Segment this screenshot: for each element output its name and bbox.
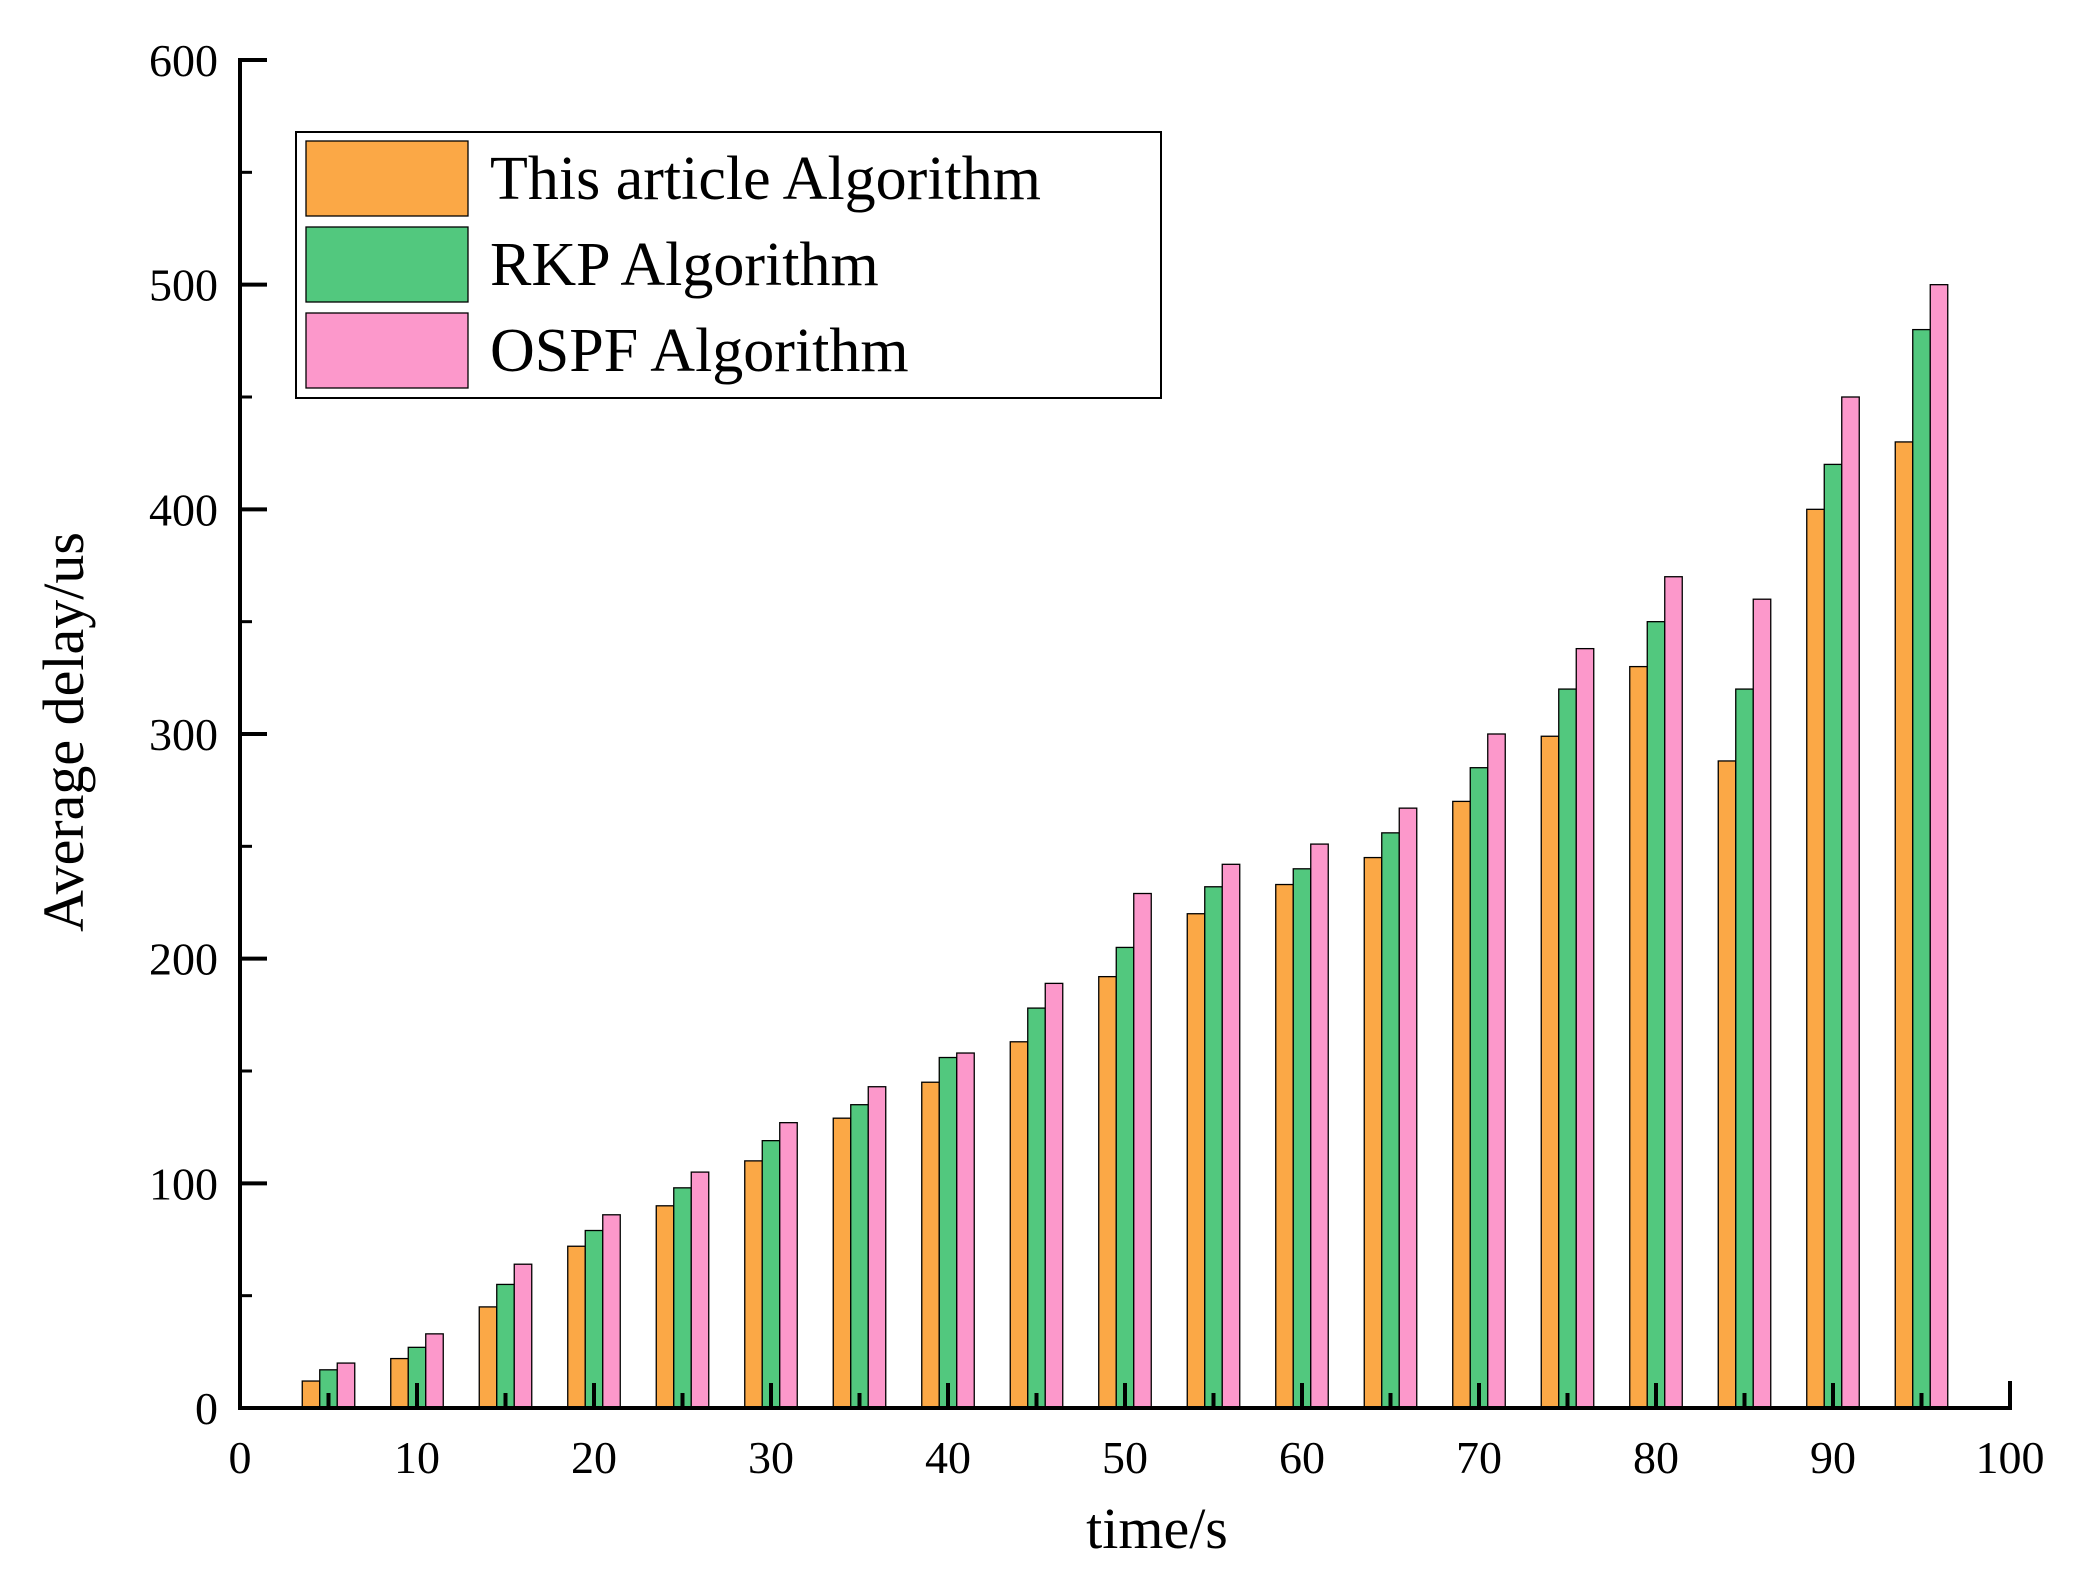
legend-label-series2: RKP Algorithm [490, 231, 879, 299]
legend: This article Algorithm RKP Algorithm OSPF … [295, 131, 1162, 399]
bar-series1-90 [1806, 508, 1825, 1409]
x-tick-label-20: 20 [571, 1432, 617, 1483]
bar-series2-70 [1469, 767, 1489, 1409]
x-tick-label-100: 100 [1976, 1432, 2045, 1483]
bar-series3-25 [690, 1171, 710, 1409]
bar-series2-45 [1027, 1007, 1046, 1409]
bar-series3-55 [1221, 863, 1241, 1409]
bar-series1-40 [921, 1081, 940, 1409]
bar-series1-45 [1009, 1041, 1029, 1409]
x-tick-label-10: 10 [394, 1432, 440, 1483]
bar-series1-95 [1894, 441, 1914, 1409]
bar-series1-80 [1629, 665, 1648, 1409]
bar-series3-5 [336, 1362, 356, 1409]
bar-series2-25 [673, 1187, 692, 1409]
legend-swatch-series2 [305, 226, 469, 303]
bar-series2-35 [850, 1104, 869, 1409]
bar-series2-15 [496, 1283, 515, 1409]
legend-swatch-series1 [305, 140, 469, 217]
bar-series3-95 [1929, 284, 1949, 1409]
bar-series3-20 [602, 1214, 621, 1409]
bar-series3-60 [1310, 843, 1329, 1409]
y-tick-label-400: 400 [149, 484, 218, 535]
bar-series1-20 [567, 1245, 586, 1409]
bar-series2-75 [1558, 688, 1577, 1409]
x-tick-label-70: 70 [1456, 1432, 1502, 1483]
bar-series3-90 [1841, 396, 1860, 1409]
bar-series1-55 [1186, 913, 1206, 1409]
bar-series2-55 [1204, 886, 1223, 1409]
y-tick-label-100: 100 [149, 1158, 218, 1209]
x-tick-label-80: 80 [1633, 1432, 1679, 1483]
bar-series1-70 [1452, 800, 1471, 1409]
bar-series3-30 [779, 1122, 798, 1409]
bar-series2-20 [584, 1229, 604, 1409]
bar-series2-80 [1646, 621, 1666, 1409]
bar-series3-65 [1398, 807, 1418, 1409]
bar-series1-65 [1363, 856, 1383, 1409]
bar-series2-50 [1115, 946, 1135, 1409]
y-axis-title: Average delay/us [31, 532, 96, 932]
legend-label-series3: OSPF Algorithm [490, 317, 909, 385]
bar-series1-30 [744, 1160, 763, 1409]
bar-series1-85 [1717, 760, 1737, 1409]
bar-series2-30 [761, 1140, 781, 1409]
bar-series1-5 [301, 1380, 321, 1409]
bar-series1-35 [832, 1117, 852, 1409]
bar-series1-25 [655, 1205, 675, 1409]
bar-series3-40 [956, 1052, 975, 1409]
bar-series3-80 [1664, 576, 1683, 1409]
bar-series3-75 [1575, 647, 1595, 1409]
bars-layer [301, 284, 1949, 1409]
x-tick-label-90: 90 [1810, 1432, 1856, 1483]
bar-series1-15 [478, 1306, 498, 1409]
bar-series3-10 [425, 1333, 444, 1409]
bar-series2-90 [1823, 463, 1843, 1409]
legend-label-series1: This article Algorithm [490, 145, 1041, 213]
bar-series2-95 [1912, 328, 1931, 1409]
x-tick-label-60: 60 [1279, 1432, 1325, 1483]
x-tick-label-0: 0 [229, 1432, 252, 1483]
bar-series3-35 [867, 1086, 887, 1409]
bar-series1-10 [390, 1357, 409, 1409]
x-axis-title: time/s [1086, 1496, 1228, 1561]
bar-series1-75 [1540, 735, 1560, 1409]
bar-series2-60 [1292, 868, 1312, 1409]
bar-series3-45 [1044, 982, 1064, 1409]
ticks-layer: 0 100 200 300 400 500 600 0 10 20 30 40 50 60 70 80 90 10… [149, 35, 2045, 1483]
y-tick-label-200: 200 [149, 934, 218, 985]
legend-swatch-series3 [305, 312, 469, 389]
bar-series3-70 [1487, 733, 1506, 1409]
x-tick-label-30: 30 [748, 1432, 794, 1483]
bar-series3-85 [1752, 598, 1772, 1409]
x-tick-label-50: 50 [1102, 1432, 1148, 1483]
bar-series3-50 [1133, 892, 1152, 1409]
bar-series1-50 [1098, 975, 1117, 1409]
y-tick-label-0: 0 [195, 1383, 218, 1434]
bar-series2-40 [938, 1056, 958, 1409]
bar-series2-85 [1735, 688, 1754, 1409]
y-tick-label-600: 600 [149, 35, 218, 86]
bar-series1-60 [1275, 883, 1294, 1409]
bar-series2-65 [1381, 832, 1400, 1409]
x-tick-label-40: 40 [925, 1432, 971, 1483]
bar-series3-15 [513, 1263, 533, 1409]
y-tick-label-300: 300 [149, 709, 218, 760]
y-tick-label-500: 500 [149, 260, 218, 311]
